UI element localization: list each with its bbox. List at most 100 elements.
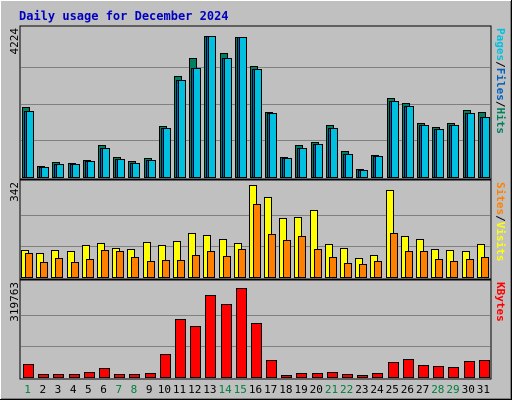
bar-hits-pages-21 <box>330 128 338 178</box>
x-tick-31: 31 <box>477 383 490 396</box>
panel-hits-max-label: 4224 <box>8 28 21 55</box>
x-tick-21: 21 <box>325 383 338 396</box>
x-tick-13: 13 <box>203 383 216 396</box>
x-tick-4: 4 <box>70 383 77 396</box>
bar-kbytes-kbytes-1 <box>23 364 34 378</box>
axis-label-part: Sites <box>494 182 507 215</box>
x-tick-19: 19 <box>294 383 307 396</box>
bar-kbytes-kbytes-30 <box>464 361 475 378</box>
bar-kbytes-kbytes-21 <box>327 372 338 378</box>
bar-kbytes-kbytes-24 <box>372 373 383 378</box>
bar-visits-sites-8 <box>131 257 139 278</box>
bar-visits-sites-3 <box>55 258 63 278</box>
axis-label-part: Visits <box>494 222 507 262</box>
x-tick-2: 2 <box>39 383 46 396</box>
x-tick-9: 9 <box>146 383 153 396</box>
bar-kbytes-kbytes-2 <box>38 374 49 378</box>
axis-label-part: / <box>494 215 507 222</box>
bar-visits-sites-17 <box>268 234 276 278</box>
bar-hits-pages-10 <box>163 128 171 178</box>
bar-hits-pages-14 <box>224 58 232 178</box>
bar-kbytes-kbytes-27 <box>418 365 429 378</box>
x-tick-labels: 1 2 3 4 5 6 7 8 9 10 11 12 13 14 15 16 17 18 19 20 21 22 23 24 2… <box>24 383 490 396</box>
x-tick-27: 27 <box>416 383 429 396</box>
bar-hits-pages-11 <box>178 80 186 178</box>
panel-hits: 4224 Pages/Files/Hits <box>8 25 507 180</box>
x-tick-12: 12 <box>188 383 201 396</box>
chart-title: Daily usage for December 2024 <box>19 9 229 23</box>
bar-kbytes-kbytes-13 <box>205 295 216 378</box>
bar-visits-sites-10 <box>162 260 170 278</box>
bar-hits-pages-18 <box>284 158 292 178</box>
bar-kbytes-kbytes-4 <box>69 374 80 378</box>
bar-kbytes-kbytes-5 <box>84 372 95 378</box>
axis-label-part: / <box>494 101 507 108</box>
bar-kbytes-kbytes-29 <box>448 367 459 378</box>
x-tick-24: 24 <box>370 383 384 396</box>
x-tick-14: 14 <box>218 383 232 396</box>
bar-hits-pages-30 <box>467 113 475 178</box>
bar-kbytes-kbytes-20 <box>312 373 323 378</box>
bar-kbytes-kbytes-15 <box>236 288 247 378</box>
bar-visits-sites-21 <box>329 257 337 278</box>
x-tick-5: 5 <box>85 383 92 396</box>
x-tick-15: 15 <box>234 383 247 396</box>
x-tick-16: 16 <box>249 383 262 396</box>
bar-visits-sites-24 <box>374 261 382 278</box>
bar-hits-pages-13 <box>208 36 216 178</box>
bar-hits-pages-3 <box>56 164 64 178</box>
bar-hits-pages-5 <box>87 161 95 178</box>
bar-hits-pages-6 <box>102 148 110 178</box>
bar-visits-sites-1 <box>25 253 33 278</box>
bar-visits-sites-15 <box>238 249 246 278</box>
x-tick-25: 25 <box>386 383 399 396</box>
bar-hits-pages-8 <box>132 163 140 178</box>
x-tick-20: 20 <box>310 383 323 396</box>
bar-visits-sites-16 <box>253 204 261 278</box>
bar-visits-sites-23 <box>359 264 367 278</box>
bar-visits-sites-11 <box>177 260 185 278</box>
bar-hits-pages-20 <box>315 144 323 178</box>
bar-kbytes-kbytes-12 <box>190 326 201 378</box>
panel-kbytes-max-label: 319763 <box>8 282 21 322</box>
bar-visits-sites-28 <box>435 259 443 278</box>
bar-visits-sites-19 <box>298 236 306 278</box>
bar-visits-sites-12 <box>192 255 200 278</box>
axis-label-part: Pages <box>494 28 507 61</box>
bar-kbytes-kbytes-8 <box>129 374 140 378</box>
bar-hits-pages-25 <box>391 101 399 178</box>
x-tick-10: 10 <box>158 383 171 396</box>
x-tick-18: 18 <box>279 383 292 396</box>
bar-hits-pages-17 <box>269 113 277 178</box>
bar-visits-sites-9 <box>147 261 155 278</box>
panel-hits-axis-label: Pages/Files/Hits <box>494 28 507 134</box>
bar-hits-pages-7 <box>117 159 125 178</box>
x-tick-11: 11 <box>173 383 186 396</box>
axis-label-part: KBytes <box>494 282 507 322</box>
bar-hits-pages-19 <box>299 148 307 178</box>
bar-hits-pages-22 <box>345 154 353 178</box>
bar-kbytes-kbytes-19 <box>296 373 307 378</box>
bar-visits-sites-13 <box>207 251 215 278</box>
bar-kbytes-kbytes-25 <box>388 362 399 378</box>
bar-hits-pages-16 <box>254 69 262 178</box>
bar-visits-sites-25 <box>390 233 398 278</box>
bar-hits-pages-2 <box>41 167 49 178</box>
x-tick-1: 1 <box>24 383 31 396</box>
bar-kbytes-kbytes-7 <box>114 374 125 378</box>
bar-hits-pages-26 <box>406 106 414 178</box>
bar-kbytes-kbytes-22 <box>342 374 353 378</box>
axis-label-part: / <box>494 61 507 68</box>
bar-kbytes-kbytes-14 <box>221 304 232 378</box>
bar-kbytes-kbytes-23 <box>357 375 368 378</box>
x-tick-23: 23 <box>355 383 368 396</box>
bar-kbytes-kbytes-17 <box>266 360 277 378</box>
bar-hits-pages-9 <box>148 160 156 178</box>
panel-kbytes: 319763 KBytes <box>8 279 507 380</box>
panel-visits-max-label: 342 <box>8 182 21 202</box>
bar-hits-pages-4 <box>72 164 80 178</box>
x-tick-17: 17 <box>264 383 277 396</box>
bar-kbytes-kbytes-10 <box>160 354 171 378</box>
